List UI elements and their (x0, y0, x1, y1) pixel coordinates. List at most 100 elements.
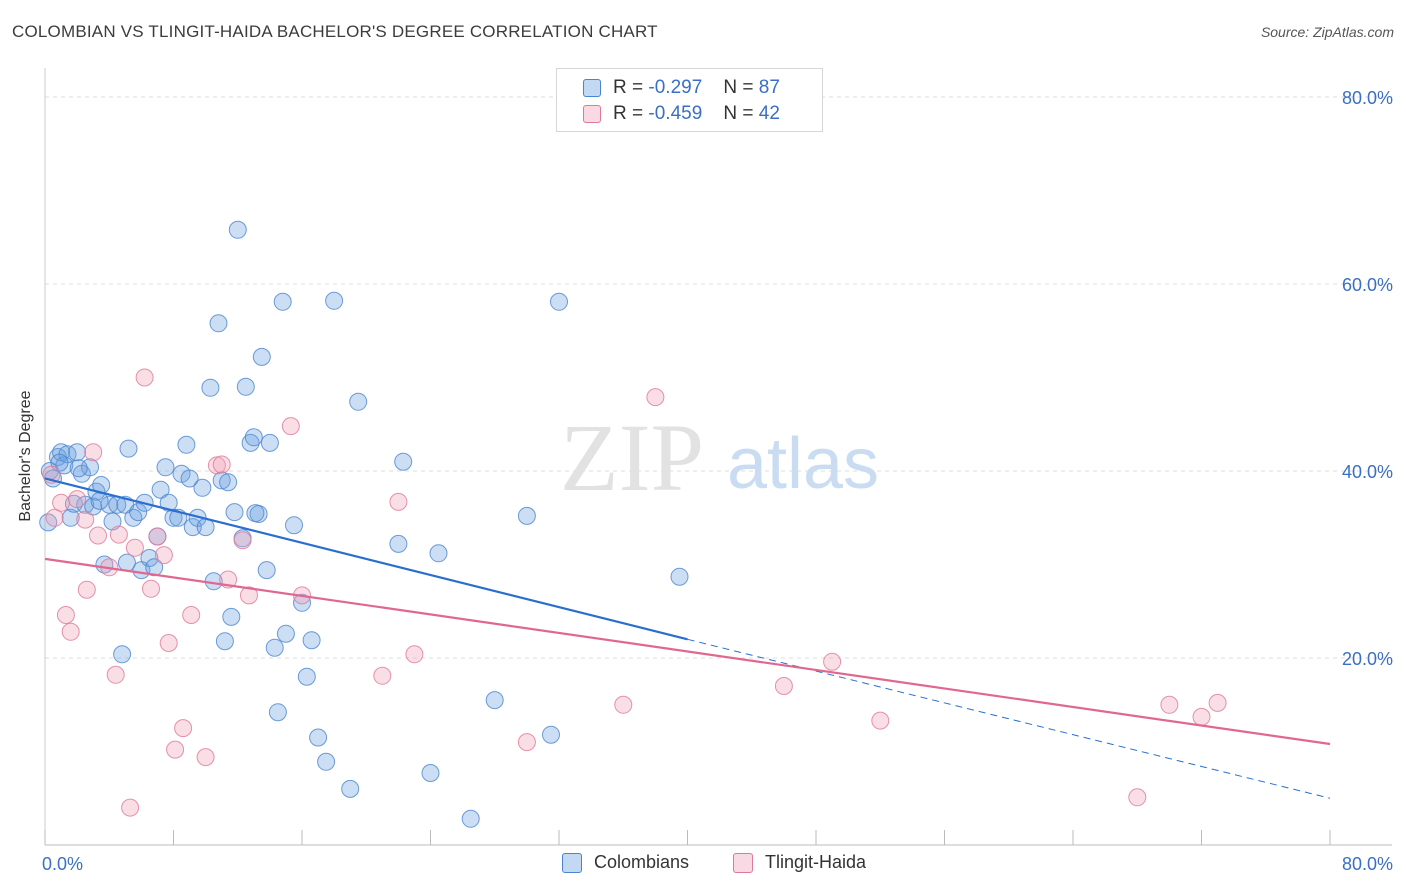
point-tlingit-haida-33 (405, 645, 424, 664)
point-tlingit-haida-14 (125, 538, 144, 557)
point-colombians-47 (219, 473, 238, 492)
point-colombians-75 (429, 544, 448, 563)
point-colombians-84 (117, 553, 136, 572)
legend-n-label: N = (723, 77, 754, 98)
point-colombians-68 (317, 752, 336, 771)
x-tick-label-80: 80.0% (1342, 854, 1393, 874)
bottom-legend-swatch-colombians (562, 853, 582, 873)
point-colombians-63 (285, 516, 303, 535)
point-tlingit-haida-36 (646, 388, 665, 407)
point-tlingit-haida-22 (182, 606, 201, 624)
point-colombians-22 (119, 439, 138, 458)
point-colombians-27 (140, 549, 159, 567)
point-colombians-20 (113, 645, 132, 664)
point-tlingit-haida-19 (159, 634, 178, 652)
axes (44, 68, 1392, 846)
point-tlingit-haida-41 (1192, 707, 1211, 726)
legend-n-value: 87 (758, 77, 780, 98)
point-colombians-70 (341, 779, 360, 798)
point-tlingit-haida-20 (166, 740, 185, 759)
point-colombians-78 (517, 506, 536, 525)
point-colombians-73 (394, 452, 413, 471)
point-tlingit-haida-23 (196, 748, 215, 767)
point-tlingit-haida-29 (281, 417, 300, 436)
point-colombians-9 (68, 443, 87, 462)
point-tlingit-haida-7 (77, 580, 96, 599)
point-colombians-62 (276, 624, 295, 643)
point-tlingit-haida-21 (174, 719, 193, 738)
point-tlingit-haida-3 (56, 606, 75, 624)
point-tlingit-haida-17 (148, 527, 167, 546)
point-colombians-67 (309, 728, 328, 747)
point-colombians-52 (236, 377, 255, 396)
point-colombians-7 (61, 508, 80, 527)
point-colombians-66 (302, 631, 321, 650)
point-tlingit-haida-2 (52, 493, 71, 512)
point-tlingit-haida-9 (89, 526, 107, 545)
point-tlingit-haida-37 (774, 677, 793, 695)
point-colombians-77 (485, 691, 504, 710)
point-colombians-76 (461, 809, 480, 828)
point-tlingit-haida-13 (121, 798, 140, 817)
data-points (39, 220, 1227, 828)
bottom-legend-label-tlingit-haida: Tlingit-Haida (765, 852, 867, 872)
point-tlingit-haida-27 (233, 531, 252, 550)
point-colombians-44 (209, 314, 228, 333)
point-tlingit-haida-39 (871, 711, 890, 730)
trend-line-colombians (44, 477, 688, 641)
point-colombians-37 (180, 469, 199, 488)
point-colombians-31 (156, 458, 175, 477)
point-colombians-0 (39, 513, 58, 532)
point-colombians-5 (55, 456, 74, 475)
point-colombians-72 (389, 534, 408, 553)
point-colombians-38 (183, 518, 202, 537)
point-tlingit-haida-11 (106, 665, 125, 684)
y-tick-label-40: 40.0% (1342, 462, 1393, 482)
point-colombians-61 (273, 292, 292, 311)
point-colombians-83 (90, 491, 109, 510)
point-colombians-54 (244, 428, 263, 447)
point-tlingit-haida-12 (109, 525, 128, 544)
trend-line-colombians-extrapolated (687, 638, 1331, 799)
trend-line-tlingit-haida (44, 557, 1331, 746)
point-colombians-69 (325, 291, 344, 310)
point-colombians-86 (246, 504, 265, 523)
point-colombians-50 (228, 220, 247, 239)
legend-r-value: -0.459 (648, 103, 703, 124)
bottom-legend-swatch-tlingit-haida (733, 853, 753, 873)
point-tlingit-haida-1 (45, 508, 64, 527)
stats-legend: R = -0.297 N = 87 R = -0.459 N = 42 (556, 68, 823, 132)
point-colombians-65 (297, 667, 316, 686)
point-colombians-33 (164, 508, 183, 527)
legend-n-value: 42 (758, 103, 780, 124)
legend-n-label: N = (723, 103, 754, 124)
point-tlingit-haida-43 (1128, 788, 1147, 807)
source-label: Source: ZipAtlas.com (1260, 24, 1394, 40)
point-tlingit-haida-34 (517, 733, 536, 752)
x-tick-label-0: 0.0% (42, 854, 83, 874)
point-colombians-36 (177, 435, 196, 454)
point-tlingit-haida-25 (212, 455, 231, 474)
tick-labels: 20.0% 40.0% 60.0% 80.0% 0.0% 80.0% (42, 88, 1393, 874)
point-tlingit-haida-15 (135, 368, 154, 387)
point-colombians-46 (215, 632, 234, 651)
point-tlingit-haida-5 (68, 490, 87, 509)
point-colombians-57 (257, 561, 276, 580)
point-tlingit-haida-38 (823, 652, 842, 671)
point-colombians-80 (550, 292, 568, 311)
watermark: ZIP atlas (560, 404, 879, 511)
point-colombians-64 (293, 593, 311, 612)
legend-r-label: R = (613, 103, 644, 124)
point-colombians-28 (145, 558, 164, 577)
point-tlingit-haida-18 (154, 546, 173, 565)
point-colombians-59 (265, 638, 284, 657)
point-colombians-81 (670, 567, 689, 586)
point-colombians-56 (252, 347, 271, 366)
point-tlingit-haida-42 (1208, 693, 1227, 712)
point-colombians-18 (103, 512, 122, 531)
legend-r-value: -0.297 (648, 77, 703, 98)
grid-lines (45, 96, 1392, 659)
point-colombians-60 (268, 703, 287, 722)
point-colombians-48 (222, 607, 241, 626)
point-tlingit-haida-28 (240, 586, 258, 605)
